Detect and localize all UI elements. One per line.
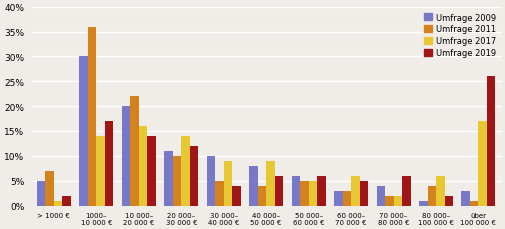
Bar (88, 27, 96, 206)
Bar (147, 136, 156, 206)
Bar (359, 181, 367, 206)
Bar (248, 166, 257, 206)
Bar (486, 77, 494, 206)
Bar (308, 181, 317, 206)
Bar (350, 176, 359, 206)
Bar (427, 186, 435, 206)
Bar (138, 126, 147, 206)
Bar (164, 151, 172, 206)
Bar (45, 171, 54, 206)
Bar (274, 176, 283, 206)
Bar (130, 97, 138, 206)
Bar (291, 176, 299, 206)
Bar (62, 196, 71, 206)
Bar (79, 57, 88, 206)
Bar (266, 161, 274, 206)
Bar (181, 136, 189, 206)
Bar (122, 107, 130, 206)
Bar (207, 156, 215, 206)
Bar (317, 176, 325, 206)
Bar (333, 191, 342, 206)
Bar (257, 186, 266, 206)
Bar (215, 181, 223, 206)
Bar (435, 176, 443, 206)
Bar (342, 191, 350, 206)
Bar (232, 186, 240, 206)
Legend: Umfrage 2009, Umfrage 2011, Umfrage 2017, Umfrage 2019: Umfrage 2009, Umfrage 2011, Umfrage 2017… (422, 12, 497, 60)
Bar (376, 186, 384, 206)
Bar (105, 122, 113, 206)
Bar (469, 201, 478, 206)
Bar (96, 136, 105, 206)
Bar (189, 146, 198, 206)
Bar (54, 201, 62, 206)
Bar (418, 201, 427, 206)
Bar (461, 191, 469, 206)
Bar (401, 176, 410, 206)
Bar (384, 196, 393, 206)
Bar (478, 122, 486, 206)
Bar (172, 156, 181, 206)
Bar (393, 196, 401, 206)
Bar (223, 161, 232, 206)
Bar (299, 181, 308, 206)
Bar (443, 196, 452, 206)
Bar (37, 181, 45, 206)
